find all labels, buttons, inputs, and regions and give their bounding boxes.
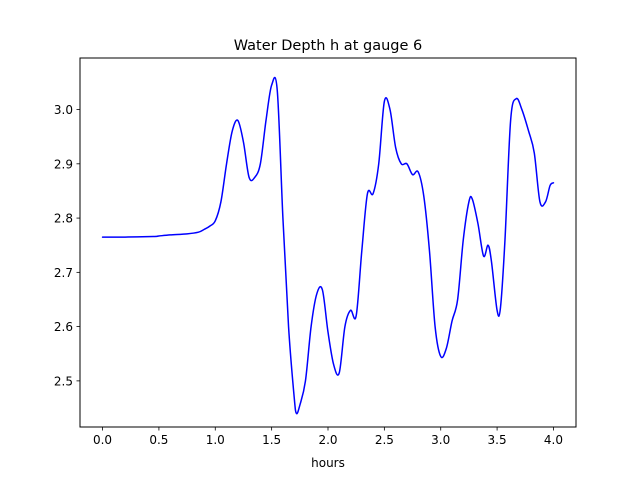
y-tick-label: 3.0 — [54, 103, 73, 117]
y-tick-label: 2.9 — [54, 157, 73, 171]
series-line-0 — [101, 76, 555, 415]
x-tick-label: 2.5 — [375, 433, 394, 447]
x-axis-label: hours — [311, 456, 345, 470]
plot-area — [101, 76, 555, 415]
x-tick-label: 2.0 — [318, 433, 337, 447]
x-tick-label: 4.0 — [544, 433, 563, 447]
x-axis-ticks: 0.0 0.5 1.0 1.5 2.0 2.5 3.0 3.5 4.0 — [93, 427, 563, 447]
x-tick-label: 0.5 — [149, 433, 168, 447]
y-axis-ticks: 2.5 2.6 2.7 2.8 2.9 3.0 — [54, 103, 80, 388]
x-tick-label: 0.0 — [93, 433, 112, 447]
y-tick-label: 2.5 — [54, 374, 73, 388]
y-tick-label: 2.6 — [54, 320, 73, 334]
y-tick-label: 2.7 — [54, 266, 73, 280]
y-tick-label: 2.8 — [54, 212, 73, 226]
x-tick-label: 1.0 — [206, 433, 225, 447]
chart-title: Water Depth h at gauge 6 — [234, 38, 422, 54]
x-tick-label: 3.5 — [488, 433, 507, 447]
x-tick-label: 1.5 — [262, 433, 281, 447]
x-tick-label: 3.0 — [431, 433, 450, 447]
